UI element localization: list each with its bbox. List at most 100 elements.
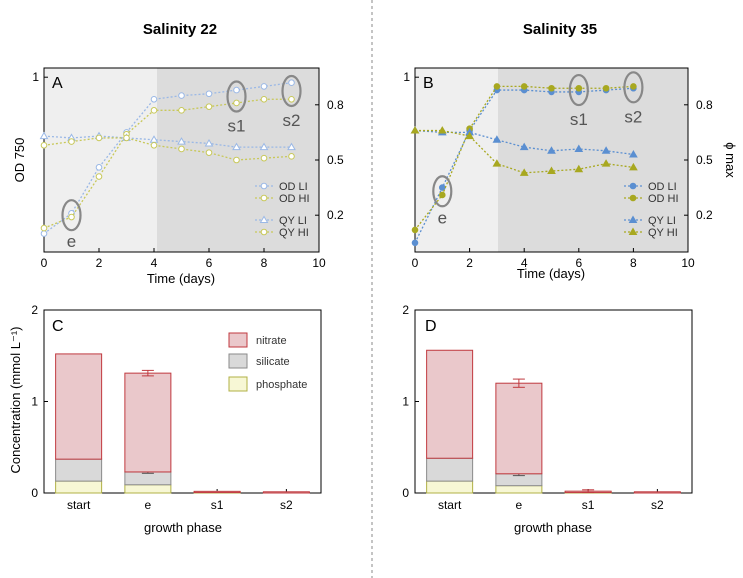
panel-b-annotation-ellipse-s1	[568, 73, 589, 107]
panel-b-xtick-label: 6	[575, 256, 582, 270]
panel-b-legend-label: QY LI	[648, 215, 676, 227]
panel-b-point	[629, 162, 638, 171]
panel-b-xtick-label: 8	[630, 256, 637, 270]
panel-b-xlabel: Time (days)	[517, 266, 585, 281]
panel-b-legend-marker	[628, 215, 638, 223]
panel-a-annotation-ellipse-s1	[226, 80, 247, 113]
panel-b-point	[410, 126, 420, 134]
panel-d-ytick-label: 1	[402, 395, 409, 409]
panel-a-point	[150, 107, 158, 114]
panel-b-xtick-label: 0	[412, 256, 419, 270]
panel-a-point	[288, 95, 295, 103]
panel-b-point	[547, 146, 556, 154]
panel-a-annotation-ellipse-s2	[281, 74, 302, 108]
panel-a-point	[95, 173, 103, 180]
panel-b-point	[548, 84, 555, 92]
panel-a-legend-marker	[260, 182, 268, 190]
panel-d-xtick-label: s2	[651, 498, 664, 512]
panel-b-annotation-label-s1: s1	[570, 110, 588, 129]
panel-b-xtick-label: 4	[521, 256, 528, 270]
panel-a-label: A	[52, 75, 63, 92]
panel-a-point	[260, 95, 268, 103]
panel-c-label: C	[52, 318, 64, 335]
panel-d-xtick-label: e	[516, 498, 523, 512]
panel-a-point	[150, 141, 158, 149]
panel-d-bar-nitrate	[426, 349, 474, 459]
legend-silicate-label: silicate	[256, 356, 290, 368]
panel-a-point	[204, 138, 214, 147]
panel-d-bar-nitrate	[633, 491, 681, 494]
panel-b-annotation-label-e: e	[438, 208, 447, 227]
panel-d-xtick-label: s1	[582, 498, 595, 512]
panel-a-point	[205, 103, 213, 110]
panel-d-bar-nitrate	[495, 382, 543, 475]
panel-b-shade-late	[498, 68, 688, 252]
legend-phosphate-swatch	[228, 376, 248, 392]
panel-c-ytick-label: 1	[31, 395, 38, 409]
panel-a-point	[95, 164, 103, 171]
panel-b-point	[547, 166, 556, 175]
panel-a-point	[178, 107, 185, 114]
panel-c-bar-silicate	[124, 471, 172, 486]
panel-a-annotation-label-s1: s1	[228, 117, 246, 136]
panel-a-point	[178, 92, 185, 99]
panel-a-annotation-ellipse-e	[61, 199, 82, 232]
panel-b-point	[574, 164, 584, 173]
panel-a-point	[288, 79, 295, 87]
legend-nitrate-swatch	[228, 332, 248, 348]
panel-a-legend-label: QY LI	[279, 215, 307, 227]
panel-c-xtick-label: e	[145, 498, 152, 512]
panel-d-ytick-label: 2	[402, 303, 409, 317]
panel-a-xtick-label: 8	[261, 256, 268, 270]
panel-b-legend-label: OD HI	[648, 193, 679, 205]
panel-a-legend-marker	[259, 215, 269, 223]
panel-a-point	[205, 90, 213, 98]
panel-b-xtick-label: 2	[466, 256, 473, 270]
panel-b-point	[520, 83, 528, 90]
panel-d-xtick-label: start	[438, 498, 462, 512]
panel-a-xtick-label: 6	[206, 256, 213, 270]
panel-c-bar-phosphate	[124, 484, 172, 494]
panel-a-ytick-right-label: 0.2	[327, 208, 344, 222]
panel-b-series-line-qy-hi	[415, 129, 634, 174]
panel-a-ytick-right-label: 0.8	[327, 98, 344, 112]
panel-d-bar-phosphate	[426, 480, 474, 494]
panel-b-point	[601, 159, 611, 167]
panel-a-point	[150, 95, 158, 103]
panel-a-series-line-od-li	[43, 82, 292, 235]
panel-a-point	[123, 134, 130, 142]
legend-phosphate-label: phosphate	[256, 379, 307, 391]
panel-a-legend-label: OD HI	[279, 193, 310, 205]
panel-c-ylabel: Concentration (mmol L⁻¹)	[8, 326, 23, 473]
panel-c: C 0 1 2 start e s1 s2 Concentration (mmol L⁻¹)…	[8, 303, 322, 535]
panel-c-legend: nitrate silicate phosphate	[228, 332, 307, 392]
panel-b-point	[519, 168, 529, 176]
panel-a-point	[68, 138, 75, 145]
panel-a-xlabel: Time (days)	[147, 271, 215, 286]
panel-a-point	[40, 230, 48, 237]
panel-a-point	[177, 137, 186, 145]
panel-b-point	[465, 131, 474, 140]
panel-b-point	[630, 83, 637, 90]
panel-a-point	[40, 141, 48, 149]
panel-b-annotation-label-s2: s2	[624, 107, 642, 126]
panel-a-legend-label: OD LI	[279, 181, 308, 193]
panel-d: D 0 1 2 start e s1 s2 growth phase	[402, 303, 693, 535]
panel-a-series-line-qy-hi	[43, 137, 292, 161]
panel-b-annotation-ellipse-s2	[623, 71, 644, 104]
panel-a-ytick-left-label: 1	[32, 70, 39, 84]
panel-a-annotation-label-e: e	[67, 232, 76, 251]
panel-b-point	[411, 239, 419, 247]
panel-b-legend-label: OD LI	[648, 181, 677, 193]
panel-b-label: B	[423, 75, 434, 92]
panel-a-point	[288, 153, 295, 160]
panel-a-annotation-label-s2: s2	[283, 111, 301, 130]
panel-a-point	[287, 142, 296, 151]
panel-d-bar-phosphate	[495, 485, 543, 494]
panel-b-point	[493, 83, 501, 90]
panel-a-xtick-label: 4	[151, 256, 158, 270]
panel-b-point	[492, 159, 502, 167]
panel-b-legend-marker	[629, 194, 637, 202]
panel-c-bar-nitrate	[262, 491, 310, 494]
panel-c-bar-nitrate	[193, 490, 241, 494]
